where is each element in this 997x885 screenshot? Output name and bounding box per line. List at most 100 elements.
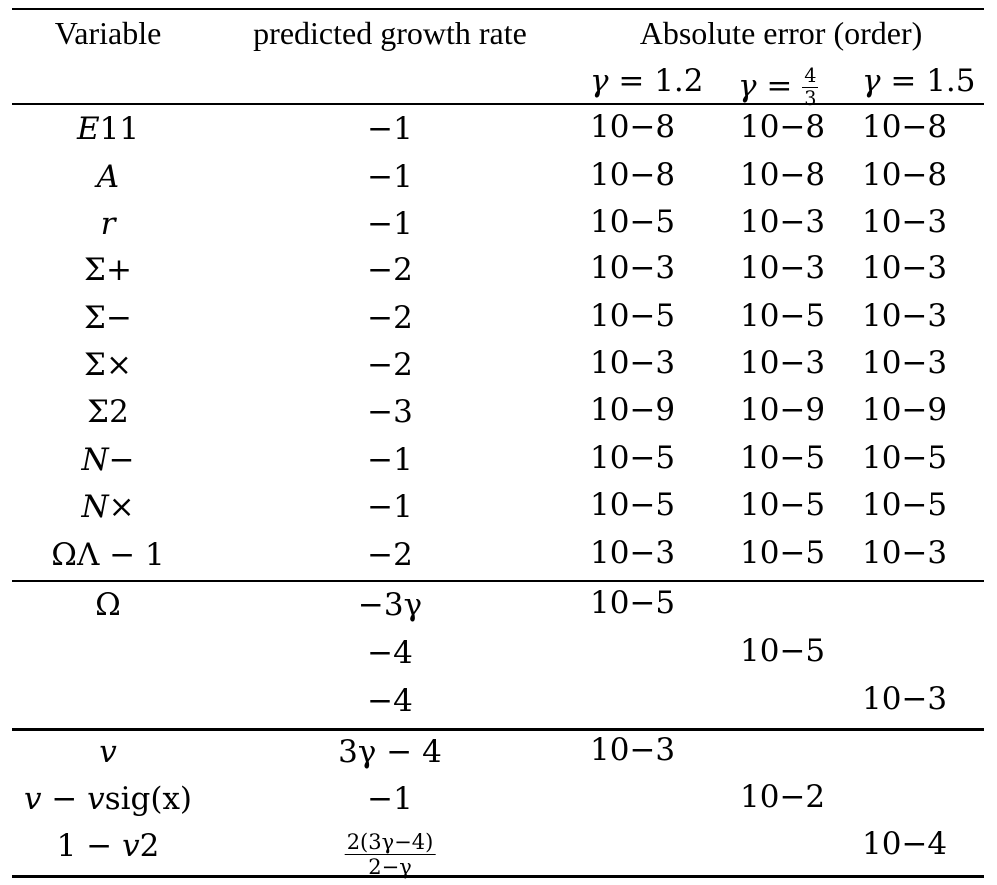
variable-superscript: 2	[139, 828, 160, 864]
growth-rate-cell: 2(3γ−4) 2−γ	[344, 830, 436, 878]
error-base: 10	[862, 826, 902, 862]
error-base: 10	[740, 157, 780, 193]
variable-subscript: ×	[108, 489, 135, 525]
variable-cell: Σ×	[84, 350, 132, 381]
variable-argument: (x)	[150, 781, 193, 817]
growth-rate-cell: −3	[367, 397, 413, 428]
error-exponent: −5	[901, 487, 948, 523]
variable-subscript: Λ	[76, 537, 100, 573]
error-base: 10	[862, 345, 902, 381]
gamma-equals: = 1.2	[608, 63, 704, 99]
error-cell-gamma-2: 10−5	[740, 490, 825, 521]
error-exponent: −5	[779, 633, 826, 669]
variable-symbol: A	[96, 159, 120, 195]
variable-cell: N×	[81, 492, 134, 523]
error-base: 10	[590, 487, 630, 523]
variable-suffix: − 1	[99, 537, 165, 573]
error-base: 10	[740, 779, 780, 815]
growth-rate-value: −2	[367, 300, 413, 336]
error-exponent: −5	[779, 298, 826, 334]
error-base: 10	[590, 440, 630, 476]
error-base: 10	[740, 204, 780, 240]
error-exponent: −5	[779, 487, 826, 523]
error-exponent: −3	[629, 345, 676, 381]
growth-rate-value: −2	[367, 347, 413, 383]
variable-cell: r	[101, 209, 116, 240]
error-cell-gamma-3: 10−3	[862, 207, 947, 238]
error-cell-gamma-1: 10−9	[590, 395, 675, 426]
error-base: 10	[590, 345, 630, 381]
gamma-symbol: γ	[738, 68, 757, 105]
growth-rate-cell: −2	[367, 350, 413, 381]
error-cell-gamma-1: 10−5	[590, 207, 675, 238]
error-cell-gamma-2: 10−5	[740, 636, 825, 667]
header-growth-rate: predicted growth rate	[253, 15, 527, 51]
error-cell-gamma-1: 10−3	[590, 538, 675, 569]
error-cell-gamma-1: 10−5	[590, 301, 675, 332]
error-base: 10	[862, 440, 902, 476]
error-base: 10	[862, 392, 902, 428]
growth-rate-value: −4	[367, 635, 413, 671]
error-exponent: −5	[629, 204, 676, 240]
variable-cell: v	[99, 737, 117, 768]
error-cell-gamma-3: 10−3	[862, 684, 947, 715]
error-cell-gamma-2: 10−5	[740, 443, 825, 474]
bottom-rule	[12, 875, 984, 878]
error-exponent: −3	[901, 535, 948, 571]
variable-subscript: +	[105, 252, 132, 288]
error-base: 10	[590, 298, 630, 334]
error-cell-gamma-3: 10−3	[862, 538, 947, 569]
fraction-denominator: 3	[804, 87, 817, 111]
error-exponent: −3	[901, 204, 948, 240]
error-base: 10	[862, 487, 902, 523]
error-cell-gamma-3: 10−4	[862, 829, 947, 860]
growth-rate-cell: −3γ	[358, 590, 422, 621]
error-cell-gamma-3: 10−8	[862, 112, 947, 143]
variable-cell: ΩΛ − 1	[51, 540, 165, 571]
error-exponent: −8	[901, 157, 948, 193]
error-exponent: −9	[779, 392, 826, 428]
error-exponent: −8	[779, 157, 826, 193]
error-exponent: −5	[779, 535, 826, 571]
error-exponent: −3	[779, 250, 826, 286]
error-cell-gamma-1: 10−8	[590, 112, 675, 143]
variable-superscript: 1	[119, 111, 140, 147]
error-base: 10	[740, 109, 780, 145]
error-cell-gamma-1: 10−3	[590, 348, 675, 379]
error-cell-gamma-3: 10−8	[862, 160, 947, 191]
section-rule-2	[12, 728, 984, 731]
section-rule-1	[12, 580, 984, 582]
error-cell-gamma-2: 10−5	[740, 301, 825, 332]
error-cell-gamma-2: 10−3	[740, 253, 825, 284]
header-gamma-1: γ = 1.2	[590, 66, 704, 97]
variable-symbol: v	[122, 828, 140, 864]
growth-rate-cell: −1	[367, 492, 413, 523]
error-cell-gamma-1: 10−8	[590, 160, 675, 191]
header-rule	[12, 103, 984, 105]
variable-subscript: −	[108, 442, 135, 478]
growth-rate-cell: −1	[367, 445, 413, 476]
variable-cell: A	[97, 162, 119, 193]
error-exponent: −8	[901, 109, 948, 145]
error-base: 10	[740, 487, 780, 523]
variable-symbol: E	[76, 111, 100, 147]
error-exponent: −5	[629, 298, 676, 334]
error-base: 10	[740, 392, 780, 428]
growth-rate-value: −1	[367, 206, 413, 242]
fraction-numerator: 2(3γ−4)	[344, 830, 436, 856]
error-exponent: −5	[629, 585, 676, 621]
error-cell-gamma-1: 10−5	[590, 443, 675, 474]
growth-rate-value: 3γ − 4	[338, 734, 442, 770]
top-rule	[12, 8, 984, 10]
growth-rate-value: −1	[367, 442, 413, 478]
error-exponent: −8	[629, 157, 676, 193]
error-cell-gamma-2: 10−8	[740, 112, 825, 143]
gamma-equals: =	[756, 68, 803, 105]
error-cell-gamma-3: 10−5	[862, 443, 947, 474]
error-base: 10	[862, 535, 902, 571]
variable-suffix: − v	[41, 781, 105, 817]
error-base: 10	[590, 392, 630, 428]
gamma-symbol: γ	[590, 63, 609, 99]
